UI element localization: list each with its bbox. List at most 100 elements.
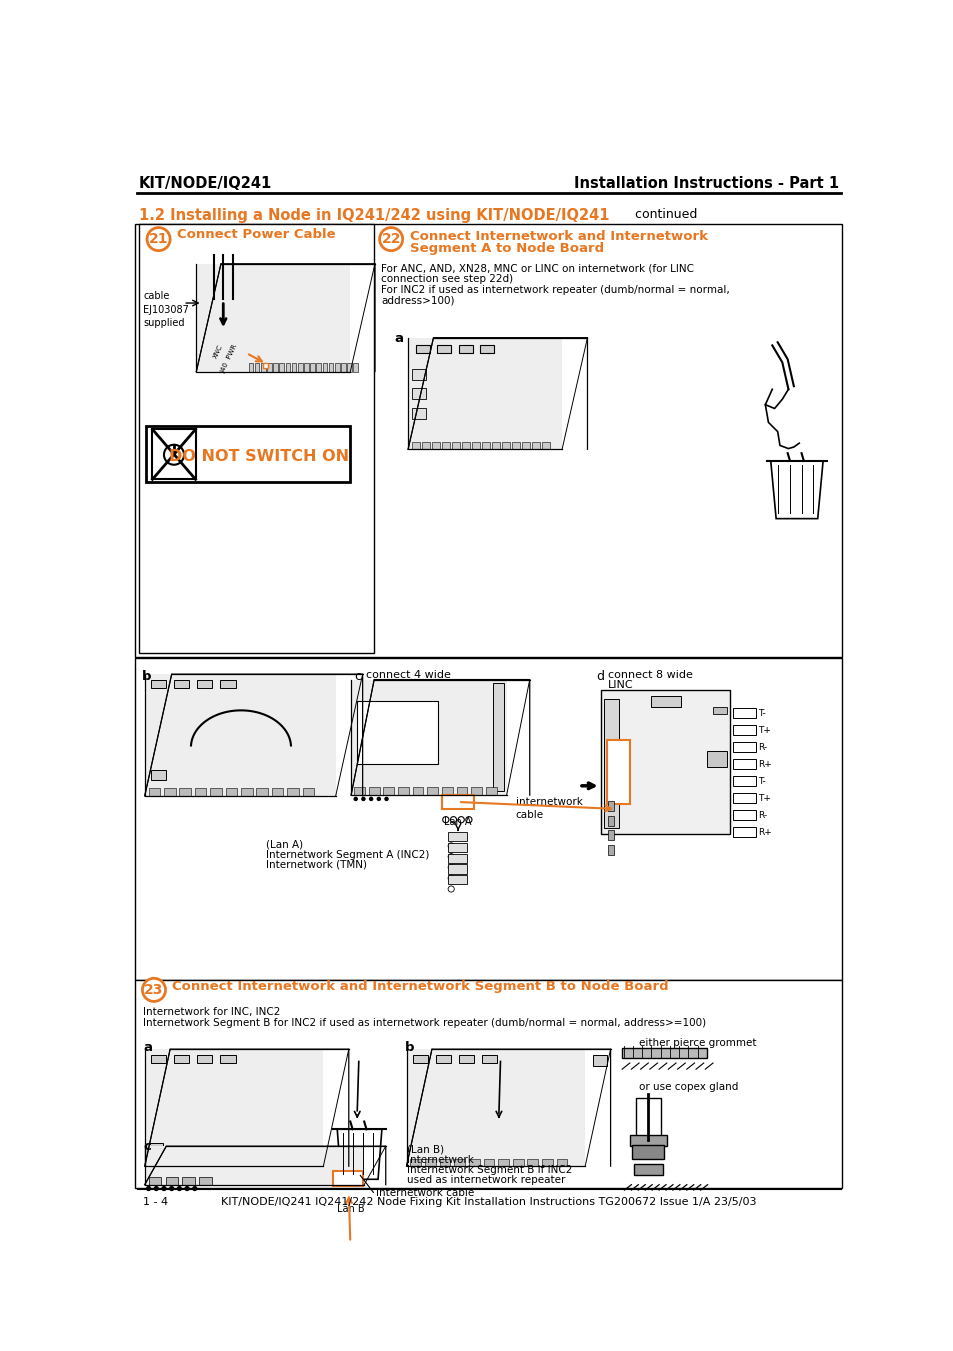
Text: R-: R-: [757, 811, 766, 820]
Bar: [383, 788, 394, 794]
Bar: [333, 1171, 362, 1186]
Bar: [636, 1097, 659, 1140]
Bar: [497, 1159, 508, 1166]
Text: T+: T+: [757, 725, 770, 735]
Text: connect 4 wide: connect 4 wide: [365, 670, 450, 681]
Bar: [732, 759, 756, 769]
Bar: [164, 788, 175, 796]
Bar: [541, 1159, 552, 1166]
Bar: [732, 708, 756, 719]
Text: KIT/NODE/IQ241 IQ241/242 Node Fixing Kit Installation Instructions TG200672 Issu: KIT/NODE/IQ241 IQ241/242 Node Fixing Kit…: [221, 1197, 756, 1206]
Bar: [471, 788, 481, 794]
Circle shape: [338, 1288, 345, 1293]
Bar: [220, 1055, 235, 1063]
Bar: [249, 363, 253, 372]
Polygon shape: [145, 674, 335, 796]
Bar: [210, 788, 221, 796]
Bar: [481, 442, 489, 450]
Bar: [461, 442, 469, 450]
Bar: [261, 363, 265, 372]
Bar: [521, 442, 529, 450]
Bar: [448, 854, 467, 863]
Bar: [149, 1177, 161, 1185]
Text: c: c: [143, 1140, 151, 1152]
Circle shape: [465, 816, 472, 823]
Text: 21: 21: [149, 232, 168, 246]
Circle shape: [361, 797, 365, 800]
Bar: [483, 1159, 494, 1166]
Bar: [472, 442, 479, 450]
Bar: [608, 846, 614, 855]
Text: Lan B: Lan B: [336, 1204, 364, 1215]
Bar: [304, 363, 309, 372]
Bar: [207, 1159, 217, 1166]
Bar: [416, 345, 429, 353]
Circle shape: [448, 865, 454, 870]
Bar: [512, 442, 519, 450]
Bar: [336, 1244, 365, 1256]
Bar: [608, 831, 614, 840]
Bar: [310, 363, 314, 372]
Text: used as internetwork repeater: used as internetwork repeater: [406, 1174, 564, 1185]
Bar: [297, 363, 302, 372]
Circle shape: [142, 978, 166, 1001]
Circle shape: [379, 227, 402, 251]
Bar: [292, 363, 296, 372]
Circle shape: [185, 1186, 189, 1190]
Text: c: c: [354, 670, 361, 684]
Bar: [448, 875, 467, 885]
Text: Connect Power Cable: Connect Power Cable: [177, 228, 335, 240]
Text: internetwork
cable: internetwork cable: [516, 797, 582, 820]
Text: LINC: LINC: [608, 680, 633, 689]
Bar: [632, 1144, 664, 1159]
Text: 1 - 4: 1 - 4: [143, 1197, 168, 1206]
Circle shape: [338, 1273, 345, 1279]
Text: internetwork cable: internetwork cable: [375, 1188, 474, 1198]
Circle shape: [448, 886, 454, 892]
Bar: [557, 1159, 567, 1166]
Bar: [173, 680, 190, 688]
Circle shape: [335, 1215, 341, 1220]
Bar: [135, 224, 841, 657]
Bar: [469, 1159, 479, 1166]
Bar: [448, 832, 467, 842]
Bar: [397, 788, 409, 794]
Circle shape: [358, 1215, 364, 1220]
Bar: [732, 793, 756, 802]
Bar: [427, 788, 437, 794]
Text: KIT/NODE/IQ241: KIT/NODE/IQ241: [138, 176, 272, 190]
Text: Internetwork for INC, INC2: Internetwork for INC, INC2: [143, 1006, 280, 1017]
Text: connection see step 22d): connection see step 22d): [381, 274, 513, 284]
Bar: [251, 1159, 261, 1166]
Text: XNC: XNC: [213, 343, 224, 359]
Text: Connect Internetwork and Internetwork: Connect Internetwork and Internetwork: [409, 230, 707, 243]
Bar: [236, 1159, 247, 1166]
Text: R+: R+: [757, 759, 771, 769]
Bar: [354, 788, 365, 794]
Circle shape: [448, 875, 454, 881]
Bar: [412, 389, 425, 400]
Text: Internetwork: Internetwork: [406, 1155, 473, 1165]
Bar: [541, 442, 549, 450]
Circle shape: [351, 1215, 356, 1220]
Text: R-: R-: [757, 743, 766, 751]
Bar: [608, 801, 614, 811]
Bar: [316, 363, 321, 372]
Text: b: b: [405, 1042, 414, 1055]
Text: Internetwork (TMN): Internetwork (TMN): [266, 859, 367, 870]
Bar: [732, 809, 756, 820]
Bar: [732, 725, 756, 735]
Circle shape: [147, 1186, 151, 1190]
Bar: [732, 827, 756, 836]
Circle shape: [450, 816, 456, 823]
Bar: [256, 788, 268, 796]
Bar: [441, 442, 449, 450]
Polygon shape: [770, 461, 822, 519]
Bar: [166, 1177, 177, 1185]
Polygon shape: [145, 1146, 364, 1185]
Text: 23: 23: [144, 984, 164, 997]
Bar: [151, 1055, 166, 1063]
Bar: [279, 363, 284, 372]
Bar: [199, 1177, 212, 1185]
Bar: [527, 1159, 537, 1166]
